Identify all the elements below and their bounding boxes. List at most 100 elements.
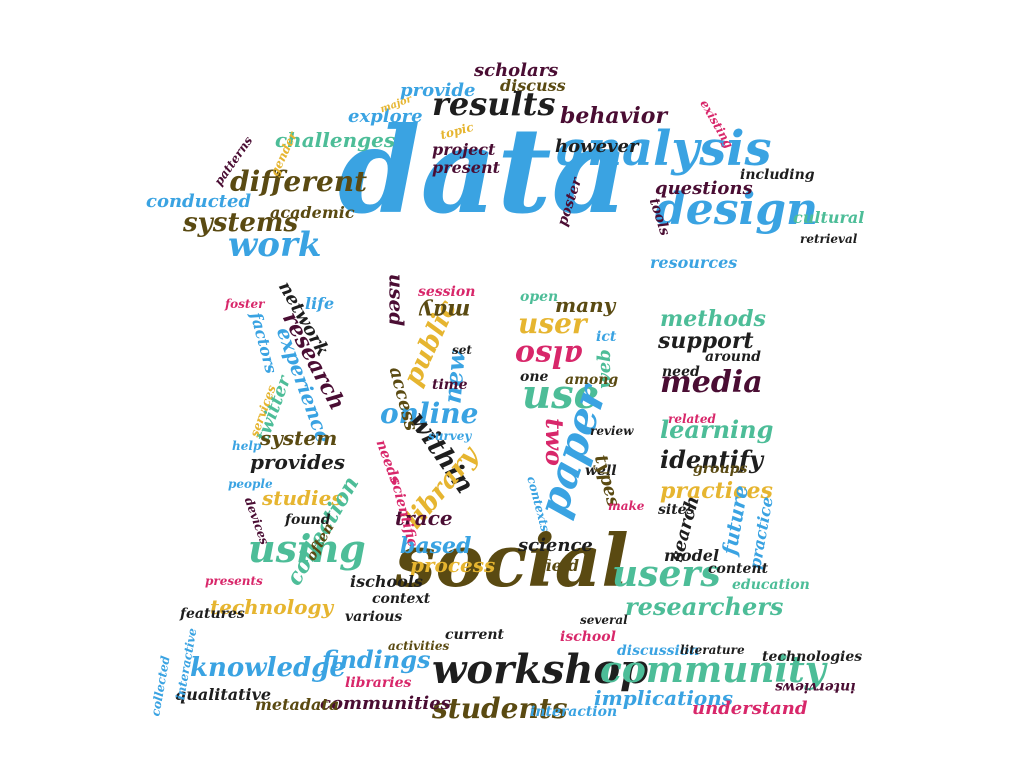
word-results: results bbox=[432, 85, 556, 123]
word-identify: identify bbox=[660, 445, 764, 474]
word-metadata: metadata bbox=[255, 695, 340, 714]
word-sites: sites bbox=[658, 502, 695, 518]
word-need: need bbox=[662, 364, 700, 380]
word-user: user bbox=[518, 307, 587, 340]
word-trace: trace bbox=[395, 506, 453, 530]
word-provide: provide bbox=[400, 80, 476, 101]
word-system: system bbox=[260, 426, 338, 450]
word-discuss: discuss bbox=[500, 76, 566, 95]
word-survey: survey bbox=[428, 429, 472, 443]
word-well: well bbox=[585, 463, 617, 479]
word-literature: literature bbox=[680, 643, 745, 657]
word-however: however bbox=[555, 136, 639, 157]
word-many: many bbox=[555, 293, 616, 317]
word-using: using bbox=[248, 526, 366, 571]
word-help: help bbox=[232, 439, 262, 453]
word-use: use bbox=[522, 371, 600, 418]
word-project: project bbox=[432, 140, 496, 159]
word-make: make bbox=[608, 499, 645, 513]
word-implications: implications bbox=[594, 686, 734, 710]
word-life: life bbox=[305, 294, 335, 313]
word-technologies: technologies bbox=[762, 649, 863, 665]
word-explore: explore bbox=[348, 106, 423, 127]
word-communities: communities bbox=[320, 693, 451, 714]
word-collected: collected bbox=[148, 654, 173, 718]
word-provides: provides bbox=[250, 450, 346, 474]
word-conducted: conducted bbox=[146, 191, 252, 212]
word-various: various bbox=[345, 609, 403, 625]
word-media: media bbox=[660, 365, 763, 400]
word-researchers: researchers bbox=[625, 592, 784, 621]
word-support: support bbox=[658, 328, 754, 354]
word-analysis: analysis bbox=[556, 121, 772, 177]
word-ischools: ischools bbox=[350, 572, 423, 591]
word-field: field bbox=[540, 556, 580, 575]
word-used: used bbox=[384, 273, 409, 327]
word-scholars: scholars bbox=[474, 60, 559, 81]
word-one: one bbox=[520, 369, 549, 385]
word-different: different bbox=[230, 165, 368, 198]
word-among: among bbox=[565, 372, 619, 388]
word-retrieval: retrieval bbox=[800, 232, 858, 246]
word-present: present bbox=[432, 158, 501, 177]
word-groups: groups bbox=[693, 461, 748, 477]
word-studies: studies bbox=[262, 486, 343, 510]
word-interaction: interaction bbox=[530, 704, 618, 720]
word-presents: presents bbox=[205, 574, 263, 588]
word-work: work bbox=[228, 225, 322, 265]
word-may: may bbox=[420, 298, 471, 324]
word-content: content bbox=[708, 561, 769, 577]
word-challenges: challenges bbox=[275, 128, 396, 152]
word-design: design bbox=[655, 184, 819, 235]
word-practice: practice bbox=[745, 495, 777, 571]
word-foster: foster bbox=[225, 297, 265, 311]
word-community: community bbox=[600, 649, 826, 691]
word-qualitative: qualitative bbox=[175, 685, 272, 704]
word-learning: learning bbox=[660, 415, 774, 444]
word-technology: technology bbox=[210, 595, 334, 619]
word-findings: findings bbox=[322, 645, 431, 674]
word-users: users bbox=[612, 553, 721, 595]
word-model: model bbox=[664, 546, 720, 565]
word-interviews: interviews bbox=[775, 679, 856, 695]
word-factors: factors bbox=[246, 310, 281, 376]
word-session: session bbox=[418, 284, 476, 300]
word-found: found bbox=[285, 512, 331, 528]
word-review: review bbox=[590, 424, 634, 438]
word-understand: understand bbox=[692, 698, 808, 719]
word-libraries: libraries bbox=[345, 675, 412, 691]
word-related: related bbox=[668, 412, 716, 426]
word-activities: activities bbox=[388, 639, 450, 653]
word-time: time bbox=[432, 377, 468, 393]
word-two: two bbox=[539, 418, 569, 466]
word-behavior: behavior bbox=[560, 103, 668, 129]
word-discussion: discussion bbox=[617, 643, 700, 659]
word-process: process bbox=[410, 553, 496, 577]
word-based: based bbox=[400, 533, 472, 559]
word-knowledge: knowledge bbox=[190, 653, 346, 683]
word-science: science bbox=[518, 535, 593, 556]
word-features: features bbox=[180, 606, 245, 622]
word-students: students bbox=[432, 692, 568, 725]
word-ischool: ischool bbox=[560, 629, 616, 645]
word-ict: ict bbox=[596, 329, 617, 345]
word-current: current bbox=[445, 627, 505, 643]
word-practices: practices bbox=[660, 478, 773, 504]
word-questions: questions bbox=[655, 178, 753, 199]
word-methods: methods bbox=[660, 306, 766, 332]
word-set: set bbox=[452, 343, 472, 357]
word-social: social bbox=[395, 518, 629, 603]
word-also: also bbox=[515, 338, 583, 373]
word-people: people bbox=[228, 477, 273, 491]
word-including: including bbox=[740, 167, 815, 183]
word-several: several bbox=[580, 613, 628, 627]
word-online: online bbox=[380, 397, 479, 430]
word-workshop: workshop bbox=[432, 646, 649, 693]
word-resources: resources bbox=[650, 253, 738, 272]
word-context: context bbox=[372, 591, 431, 607]
word-open: open bbox=[520, 289, 559, 305]
word-around: around bbox=[705, 349, 761, 365]
word-cultural: cultural bbox=[793, 208, 865, 227]
word-systems: systems bbox=[183, 208, 299, 238]
